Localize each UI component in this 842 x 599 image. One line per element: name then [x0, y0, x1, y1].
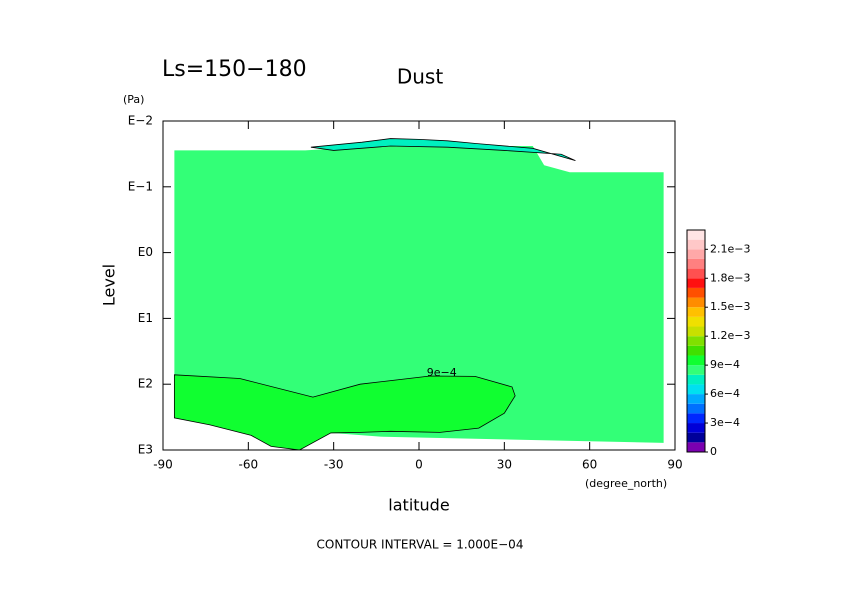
colorbar-bin [687, 432, 705, 443]
colorbar-bin [687, 394, 705, 404]
colorbar-bin [687, 403, 705, 414]
subtitle: Ls=150−180 [162, 57, 307, 82]
contour-region [310, 138, 576, 162]
colorbar-bin [687, 384, 705, 395]
y-tick-label: E−2 [128, 114, 153, 128]
y-unit: (Pa) [123, 93, 144, 106]
contour-region [174, 140, 664, 443]
y-tick-label: E1 [138, 311, 153, 325]
colorbar-bin [687, 278, 705, 288]
colorbar-bin [687, 268, 705, 279]
colorbar-bin [687, 345, 705, 356]
y-tick-label: E2 [138, 377, 153, 391]
colorbar-tick-label: 2.1e−3 [710, 242, 750, 255]
x-axis-label: latitude [388, 496, 449, 515]
colorbar-tick-label: 9e−4 [710, 358, 740, 371]
colorbar-bin [687, 239, 705, 250]
colorbar-bin [687, 423, 705, 433]
y-tick-label: E0 [138, 245, 153, 259]
y-axis-label: Level [100, 264, 119, 306]
colorbar-tick-label: 1.8e−3 [710, 271, 750, 284]
colorbar-bin [687, 230, 705, 240]
contour-label: 9e−4 [427, 366, 457, 379]
x-tick-label: -90 [153, 458, 173, 472]
colorbar-tick-label: 1.5e−3 [710, 300, 750, 313]
colorbar-bin [687, 336, 705, 346]
colorbar-bin [687, 307, 705, 317]
colorbar-bin [687, 374, 705, 385]
colorbar-bin [687, 442, 705, 452]
colorbar-frame [686, 229, 706, 453]
annotation: CONTOUR INTERVAL = 1.000E−04 [317, 538, 524, 552]
colorbar-tick-label: 0 [710, 445, 717, 458]
colorbar-bin [687, 365, 705, 375]
x-tick-label: 60 [582, 458, 597, 472]
colorbar-tick-label: 1.2e−3 [710, 329, 750, 342]
x-unit: (degree_north) [585, 477, 667, 490]
colorbar-bin [687, 316, 705, 327]
colorbar-bin [687, 287, 705, 298]
contour-region [173, 374, 516, 451]
x-tick-label: -60 [239, 458, 259, 472]
x-tick-label: 0 [415, 458, 423, 472]
chart-title: Dust [397, 65, 443, 89]
x-tick-label: 90 [667, 458, 682, 472]
y-tick-label: E3 [138, 443, 153, 457]
colorbar-bin [687, 258, 705, 269]
colorbar-bin [687, 249, 705, 259]
colorbar-tick-label: 3e−4 [710, 416, 740, 429]
colorbar-bin [687, 297, 705, 308]
x-tick-label: 30 [497, 458, 512, 472]
colorbar-bin [687, 355, 705, 366]
colorbar-bin [687, 326, 705, 337]
colorbar-tick-label: 6e−4 [710, 387, 740, 400]
y-tick-label: E−1 [128, 179, 153, 193]
colorbar-bin [687, 413, 705, 424]
x-tick-label: -30 [324, 458, 344, 472]
